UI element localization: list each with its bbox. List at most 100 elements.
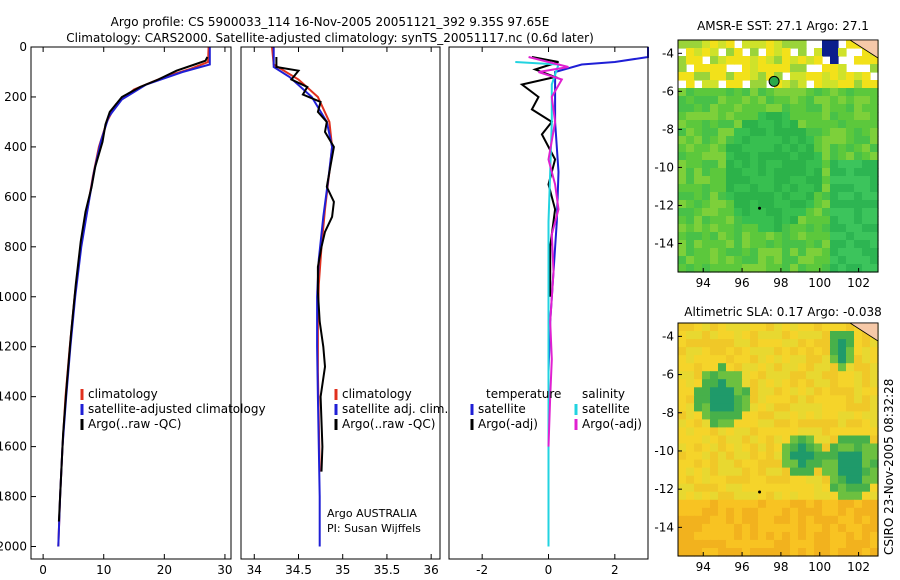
- legend-entry: Argo(..raw -QC): [342, 417, 435, 431]
- map-cell: [862, 96, 871, 105]
- map-cell: [830, 56, 839, 65]
- map-cell: [718, 232, 727, 241]
- map-cell: [774, 339, 783, 348]
- map-cell: [822, 104, 831, 113]
- map-cell: [718, 347, 727, 356]
- map-cell: [678, 467, 687, 477]
- map-cell: [798, 355, 807, 364]
- map-cell: [838, 548, 847, 557]
- map-cell: [782, 240, 791, 249]
- map-cell: [782, 208, 791, 217]
- map-cell: [806, 248, 815, 257]
- map-cell: [774, 371, 783, 380]
- map-cell: [726, 507, 735, 517]
- map-cell: [830, 515, 839, 525]
- map-cell: [774, 240, 783, 249]
- map-cell: [710, 240, 719, 249]
- map-cell: [806, 491, 815, 501]
- map-cell: [718, 112, 727, 121]
- map-cell: [830, 96, 839, 105]
- map-x-tick-label: 94: [696, 560, 711, 574]
- map-cell: [758, 379, 767, 388]
- map-cell: [694, 331, 703, 340]
- map-cell: [814, 88, 823, 97]
- map-cell: [710, 483, 719, 493]
- map-cell: [734, 499, 743, 509]
- map-cell: [678, 395, 687, 404]
- sla-map-frame: [677, 322, 879, 557]
- map-cell: [702, 523, 711, 533]
- map-cell: [710, 200, 719, 209]
- map-cell: [702, 96, 711, 105]
- map-cell: [734, 339, 743, 348]
- map-cell: [798, 80, 807, 89]
- map-cell: [854, 387, 863, 396]
- map-cell: [718, 435, 727, 445]
- map-cell: [862, 232, 871, 241]
- map-cell: [854, 331, 863, 340]
- map-cell: [766, 355, 775, 364]
- x-tick-label: 34: [247, 563, 262, 577]
- map-cell: [678, 64, 687, 73]
- map-cell: [758, 256, 767, 265]
- map-cell: [806, 419, 815, 428]
- map-cell: [678, 339, 687, 348]
- map-cell: [814, 208, 823, 217]
- map-cell: [782, 256, 791, 265]
- map-cell: [862, 216, 871, 225]
- map-cell: [726, 248, 735, 257]
- map-cell: [790, 379, 799, 388]
- y-tick-label: 200: [4, 90, 27, 104]
- map-cell: [846, 40, 855, 49]
- map-cell: [766, 184, 775, 193]
- map-cell: [806, 435, 815, 445]
- map-cell: [870, 371, 879, 380]
- map-cell: [814, 224, 823, 233]
- map-cell: [846, 248, 855, 257]
- map-cell: [766, 403, 775, 412]
- map-cell: [774, 323, 783, 332]
- map-cell: [870, 120, 879, 129]
- map-cell: [806, 128, 815, 137]
- map-cell: [678, 363, 687, 372]
- map-cell: [726, 104, 735, 113]
- map-cell: [678, 56, 687, 65]
- map-cell: [702, 507, 711, 517]
- map-cell: [686, 144, 695, 153]
- map-cell: [798, 515, 807, 525]
- map-cell: [870, 499, 879, 509]
- map-cell: [750, 248, 759, 257]
- map-cell: [734, 491, 743, 501]
- map-cell: [854, 192, 863, 201]
- map-cell: [750, 120, 759, 129]
- map-cell: [846, 531, 855, 541]
- map-cell: [814, 112, 823, 121]
- map-cell: [710, 411, 719, 420]
- map-cell: [750, 507, 759, 517]
- map-cell: [870, 507, 879, 517]
- map-cell: [718, 240, 727, 249]
- map-cell: [870, 88, 879, 97]
- map-cell: [678, 208, 687, 217]
- map-cell: [822, 40, 831, 49]
- map-cell: [686, 443, 695, 453]
- legend-entry: temperature: [486, 387, 561, 401]
- map-cell: [710, 331, 719, 340]
- map-cell: [742, 548, 751, 557]
- map-cell: [806, 459, 815, 469]
- map-cell: [846, 467, 855, 477]
- map-cell: [782, 40, 791, 49]
- temperature-series-1: [57, 47, 211, 547]
- map-cell: [790, 459, 799, 469]
- map-cell: [814, 104, 823, 113]
- map-cell: [694, 539, 703, 549]
- y-tick-label: 1400: [0, 390, 27, 404]
- map-cell: [678, 371, 687, 380]
- map-cell: [854, 363, 863, 372]
- map-cell: [750, 256, 759, 265]
- map-cell: [758, 499, 767, 509]
- map-cell: [830, 144, 839, 153]
- map-cell: [790, 192, 799, 201]
- map-cell: [830, 339, 839, 348]
- map-cell: [846, 128, 855, 137]
